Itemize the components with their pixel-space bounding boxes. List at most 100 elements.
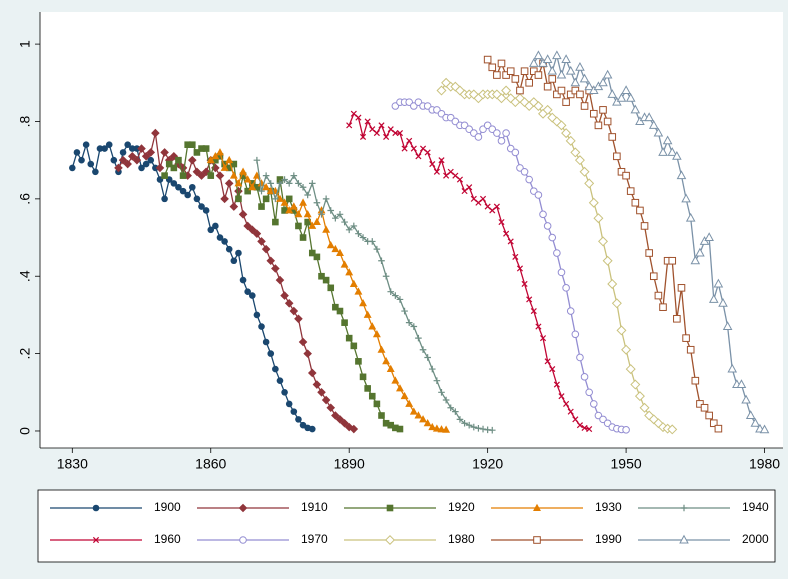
marker (602, 255, 613, 266)
marker (503, 230, 510, 237)
legend-label: 1920 (448, 500, 475, 514)
marker (179, 172, 187, 179)
marker (321, 395, 331, 405)
marker (170, 180, 178, 187)
marker (584, 81, 594, 91)
marker (520, 67, 529, 75)
marker (727, 363, 738, 373)
marker (714, 424, 723, 433)
marker (207, 226, 215, 234)
marker (521, 280, 528, 288)
marker (621, 85, 631, 95)
marker (258, 187, 265, 195)
marker (110, 156, 118, 164)
marker (281, 207, 288, 214)
marker (138, 164, 145, 172)
marker (581, 424, 588, 431)
marker (308, 425, 316, 433)
marker (272, 218, 279, 226)
legend-marker (92, 504, 100, 512)
marker (644, 112, 654, 122)
marker (682, 334, 690, 342)
marker (691, 376, 700, 385)
marker (571, 86, 580, 95)
marker (658, 147, 668, 156)
marker (607, 278, 618, 289)
marker (387, 288, 395, 296)
legend-item: 1910 (197, 500, 328, 514)
marker (759, 424, 770, 434)
marker (294, 210, 303, 218)
marker (326, 240, 335, 249)
marker (207, 172, 215, 179)
marker (392, 424, 399, 432)
marker (552, 50, 562, 60)
marker (563, 400, 570, 407)
marker (341, 319, 348, 326)
marker (225, 155, 234, 164)
marker (123, 159, 132, 169)
marker (690, 255, 701, 265)
series (346, 110, 593, 433)
marker (579, 166, 590, 177)
marker (602, 69, 613, 79)
marker (359, 234, 367, 241)
marker (355, 230, 362, 237)
marker (392, 292, 399, 299)
marker (345, 268, 354, 276)
marker (396, 425, 404, 433)
marker (542, 54, 553, 64)
marker (516, 265, 524, 272)
marker (220, 163, 229, 171)
marker (396, 130, 404, 137)
marker (530, 307, 537, 315)
marker (327, 207, 335, 214)
marker (184, 141, 191, 148)
marker (290, 207, 298, 214)
marker (571, 330, 580, 339)
line (256, 160, 493, 431)
marker (155, 163, 165, 173)
marker (299, 183, 307, 191)
legend-marker (238, 503, 248, 513)
marker (359, 133, 367, 141)
marker (558, 393, 565, 400)
legend-marker (385, 535, 395, 545)
marker (73, 149, 81, 156)
marker (312, 217, 321, 226)
marker (317, 206, 326, 214)
marker (548, 75, 557, 83)
legend-label: 1970 (301, 532, 328, 546)
marker (289, 202, 298, 210)
marker (336, 248, 344, 256)
marker (438, 157, 445, 164)
marker (424, 354, 431, 361)
marker (267, 350, 275, 357)
marker (625, 92, 636, 102)
marker (391, 376, 400, 384)
marker (456, 176, 464, 183)
marker (672, 150, 682, 160)
marker (565, 65, 576, 75)
marker (644, 410, 655, 421)
marker (78, 156, 85, 164)
marker (419, 415, 427, 423)
marker (576, 422, 584, 429)
marker (514, 93, 525, 104)
marker (497, 137, 506, 145)
marker (544, 358, 551, 365)
marker (132, 155, 142, 165)
marker (654, 291, 663, 300)
marker (252, 229, 262, 238)
marker (576, 353, 584, 362)
marker (708, 294, 719, 303)
marker (164, 155, 174, 165)
marker (230, 257, 238, 265)
marker (461, 419, 468, 427)
marker (447, 404, 455, 412)
y-tick-label: .4 (17, 270, 33, 282)
marker (415, 334, 422, 342)
marker (695, 247, 705, 257)
marker (584, 178, 595, 189)
